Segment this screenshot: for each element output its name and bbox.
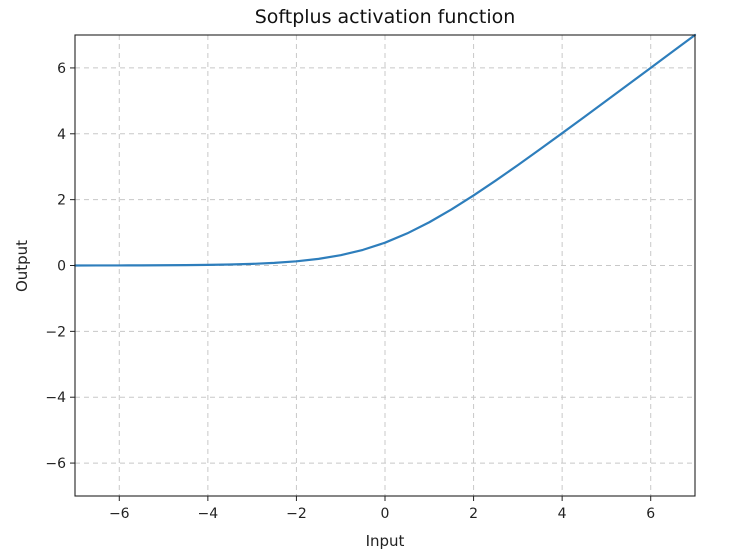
x-tick-label: 4 (558, 506, 567, 522)
y-tick-label: 2 (57, 193, 66, 209)
x-axis-title: Input (366, 532, 405, 550)
x-tick-label: −4 (198, 506, 219, 522)
y-tick-label: 6 (57, 61, 66, 77)
y-tick-label: −6 (45, 456, 66, 472)
y-axis-title: Output (13, 240, 31, 292)
chart-title: Softplus activation function (255, 6, 516, 28)
x-tick-label: 0 (381, 506, 390, 522)
y-tick-label: 0 (57, 259, 66, 275)
x-tick-label: −6 (109, 506, 130, 522)
series-layer (73, 33, 697, 267)
x-tick-label: −2 (286, 506, 307, 522)
ticks: −6 −4 −2 0 2 4 6 −6 −4 −2 0 2 4 6 (45, 61, 655, 522)
x-tick-label: 2 (469, 506, 478, 522)
y-tick-label: −2 (45, 324, 66, 340)
y-tick-label: −4 (45, 390, 66, 406)
softplus-series-line (73, 33, 697, 267)
x-tick-label: 6 (646, 506, 655, 522)
y-tick-label: 4 (57, 127, 66, 143)
